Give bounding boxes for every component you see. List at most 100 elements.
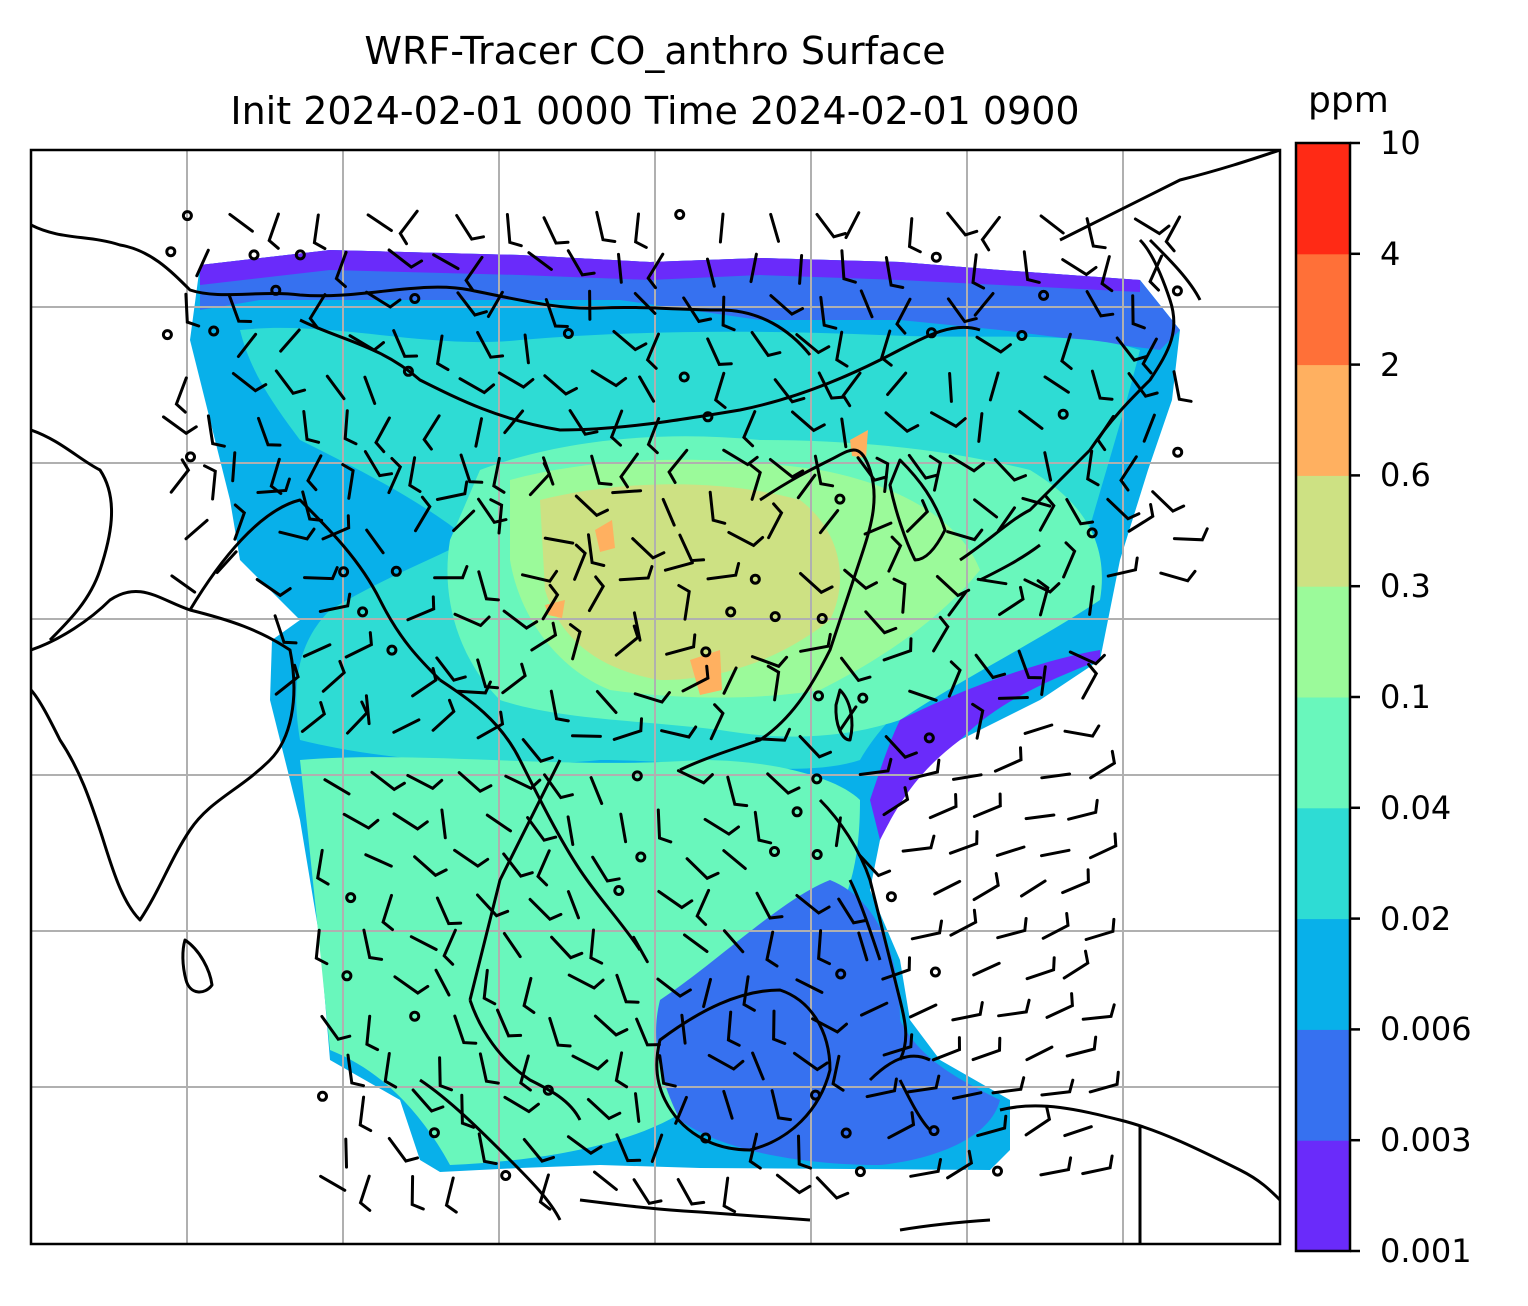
wind-barb (1089, 749, 1117, 780)
wind-barb (618, 565, 654, 582)
wind-barb (971, 253, 986, 290)
wind-barb (519, 1054, 532, 1092)
wind-barb (755, 727, 791, 742)
wind-barb (1022, 250, 1041, 284)
calm-wind-circle (834, 493, 846, 505)
calm-wind-circle (857, 692, 869, 704)
wind-barb (667, 448, 689, 484)
wind-barb (408, 456, 422, 493)
wind-barb (538, 1173, 552, 1211)
wind-barb (948, 372, 953, 403)
wind-barb (364, 853, 393, 868)
wind-barb (571, 734, 602, 738)
wind-barb (477, 497, 508, 524)
wind-barb (314, 928, 329, 966)
wind-barb (1090, 369, 1114, 401)
wind-barb (387, 248, 424, 269)
calm-wind-circle (992, 1165, 1003, 1177)
wind-barb (755, 891, 784, 920)
colorbar-tick-label: 0.6 (1380, 456, 1431, 495)
calm-wind-circle (700, 646, 712, 658)
wind-barb (656, 808, 673, 844)
wind-barb (1089, 832, 1118, 860)
wind-barb (928, 454, 943, 492)
wind-barb (632, 611, 642, 642)
wind-barb (614, 624, 640, 657)
wind-barb (464, 255, 484, 292)
wind-barb (947, 660, 962, 698)
wind-barb (980, 215, 1001, 252)
wind-barb (1172, 527, 1209, 542)
wind-barb (387, 457, 403, 495)
wind-barb (680, 1013, 687, 1045)
wind-barb (633, 691, 671, 704)
calm-wind-circle (386, 644, 398, 656)
wind-barb (676, 1178, 706, 1206)
wind-barb (505, 213, 523, 248)
colorbar-tick-label: 10 (1380, 124, 1421, 162)
wind-barb (865, 1077, 898, 1099)
wind-barb (722, 929, 745, 954)
wind-barb (971, 1036, 1002, 1062)
wind-barb (1061, 868, 1090, 895)
wind-barb (882, 1033, 914, 1057)
wind-barb (676, 769, 714, 785)
wind-barb (1041, 912, 1070, 940)
wind-barb (749, 252, 758, 284)
wind-barb (882, 637, 913, 662)
wind-barb (726, 775, 749, 808)
wind-barb (256, 477, 291, 494)
wind-barb (568, 623, 582, 661)
wind-barb (300, 701, 327, 733)
wind-barb (1043, 451, 1053, 482)
calm-wind-circle (613, 885, 625, 896)
wind-barb (887, 535, 903, 573)
wind-barb (409, 935, 438, 951)
wind-barb (231, 451, 237, 483)
wind-barb (1025, 1045, 1054, 1062)
wind-barb (632, 935, 649, 964)
colorbar (1294, 141, 1360, 1253)
wind-barb (906, 1074, 941, 1094)
wind-barb (997, 696, 1029, 700)
wind-barb (879, 329, 893, 367)
wind-barb (634, 1092, 641, 1123)
colorbar-segment (1296, 364, 1350, 476)
calm-wind-circle (926, 327, 937, 339)
japan-coastline (959, 238, 1176, 582)
wind-barb (645, 332, 660, 370)
calm-wind-circle (885, 891, 897, 903)
wind-barb (657, 890, 694, 910)
calm-wind-circle (1038, 289, 1050, 301)
wind-barb (1017, 649, 1043, 680)
calm-wind-circle (390, 565, 402, 577)
wind-barb (726, 1010, 741, 1047)
wind-barb (393, 975, 430, 995)
wind-barb (228, 212, 254, 233)
wind-barb (1068, 650, 1106, 666)
wind-barb (1023, 723, 1054, 735)
wind-barb (363, 375, 377, 405)
wind-barb (502, 852, 534, 878)
wind-barb (255, 578, 292, 598)
philippines-coastline (818, 798, 908, 1061)
wind-barb (392, 812, 429, 831)
wind-barb (1133, 217, 1171, 236)
wind-barb (444, 1176, 458, 1214)
colorbar-tick-label: 4 (1380, 234, 1401, 273)
wind-barb (346, 700, 369, 735)
wind-barb (587, 575, 606, 613)
wind-barb (910, 919, 943, 941)
taiwan-coastline (834, 688, 854, 742)
wind-barb (227, 293, 253, 323)
wind-barb (459, 453, 484, 484)
wind-barb (523, 333, 530, 365)
wind-barb (341, 463, 355, 500)
calm-wind-circle (700, 1132, 712, 1144)
wind-barb (948, 454, 985, 473)
calm-wind-circle (816, 613, 828, 624)
wind-barb (996, 917, 1028, 940)
wind-barb (566, 1135, 603, 1156)
colorbar-segment (1296, 697, 1350, 809)
